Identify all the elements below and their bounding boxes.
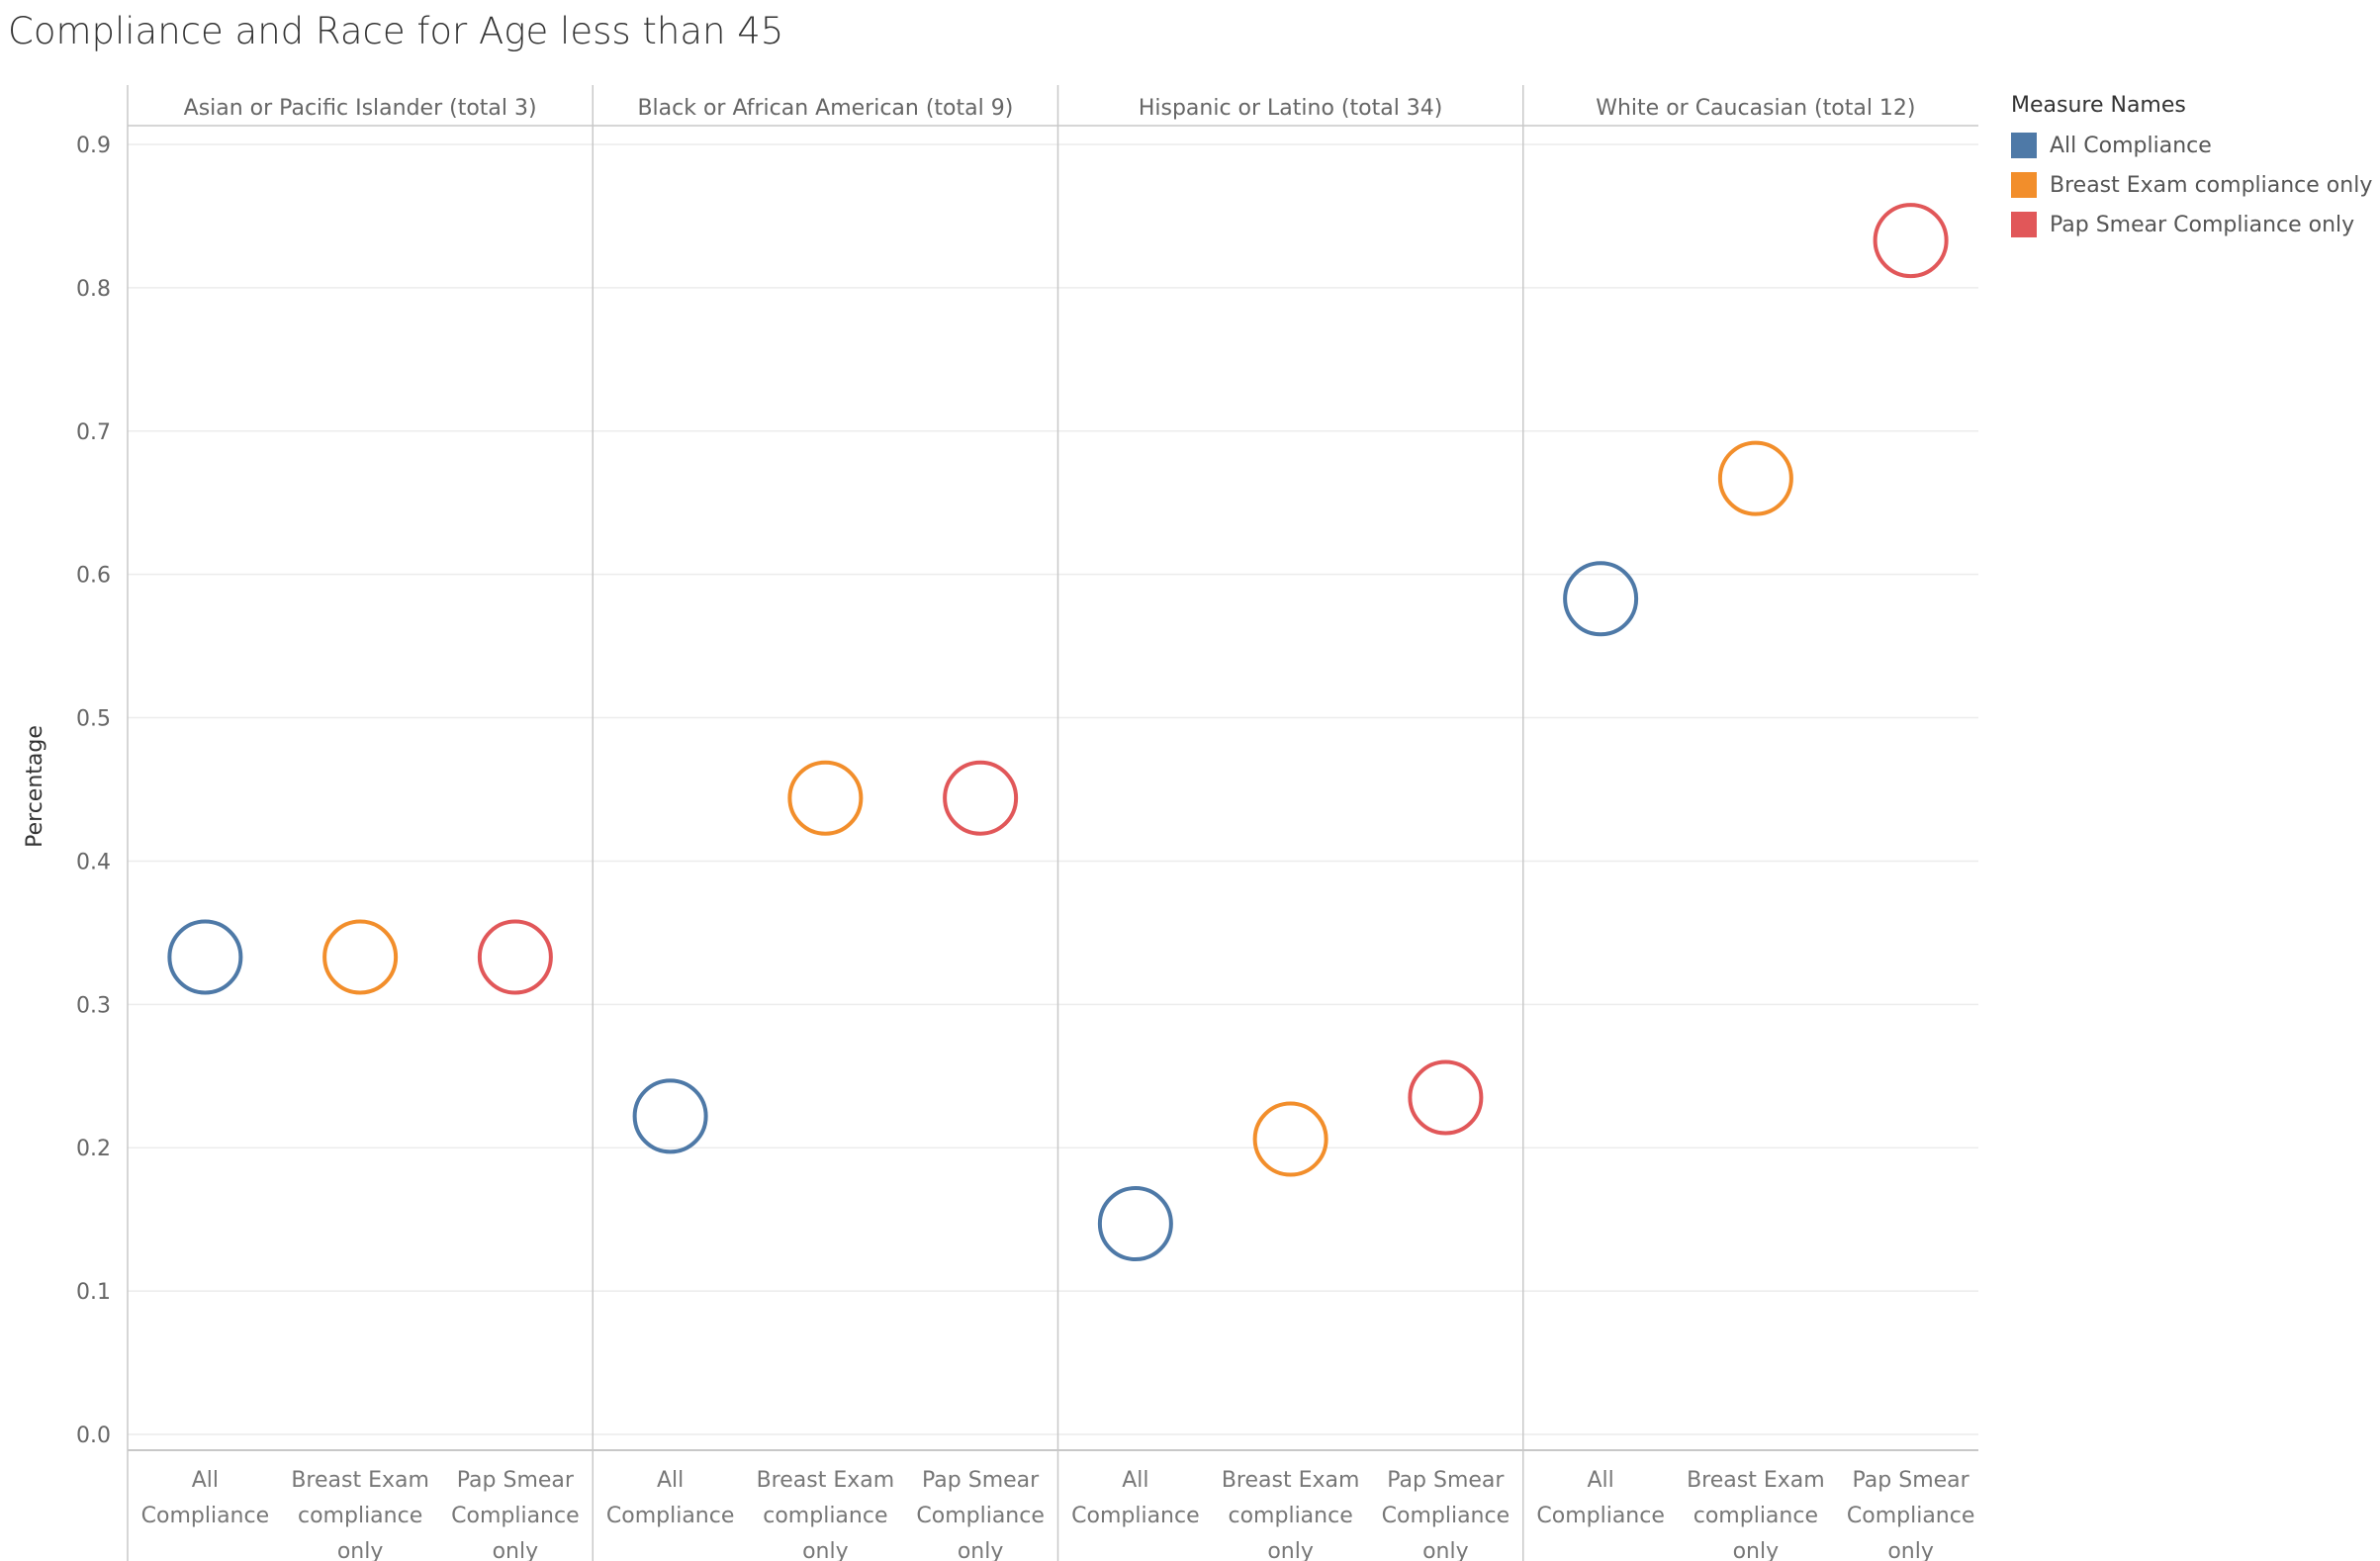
data-point [322,919,399,995]
legend-swatch-pap-smear [2011,212,2037,237]
data-point [632,1078,708,1154]
x-tick-label: only [1267,1539,1314,1561]
data-point [1563,561,1639,637]
x-tick-label: Pap Smear [457,1468,575,1493]
data-point [1717,440,1793,516]
x-tick-label: compliance [1693,1504,1818,1528]
x-tick-label: Compliance [1847,1504,1975,1528]
y-tick-label: 0.5 [76,707,111,732]
x-tick-label: All [657,1468,684,1493]
data-point [787,760,864,836]
x-tick-label: only [337,1539,384,1561]
y-tick-label: 0.4 [76,850,111,874]
x-tick-label: only [958,1539,1004,1561]
x-tick-label: Compliance [1536,1504,1665,1528]
panel-header: Black or African American (total 9) [637,96,1013,121]
x-tick-label: Breast Exam [1222,1468,1360,1493]
legend: Measure Names All Compliance Breast Exam… [2011,93,2372,244]
y-tick-label: 0.9 [76,134,111,158]
x-tick-label: only [802,1539,849,1561]
chart-title: Compliance and Race for Age less than 45 [8,10,784,52]
panel-header: White or Caucasian (total 12) [1596,96,1915,121]
legend-label: Breast Exam compliance only [2050,172,2373,198]
x-tick-label: Compliance [606,1504,735,1528]
x-tick-label: compliance [1229,1504,1353,1528]
x-tick-label: Pap Smear [1853,1468,1970,1493]
y-tick-label: 0.0 [76,1423,111,1448]
y-axis-title: Percentage [23,725,47,848]
x-tick-label: All [1587,1468,1613,1493]
y-tick-label: 0.7 [76,420,111,445]
y-tick-label: 0.2 [76,1137,111,1161]
x-tick-label: Breast Exam [291,1468,429,1493]
x-tick-label: All [192,1468,219,1493]
data-point [943,760,1019,836]
legend-label: Pap Smear Compliance only [2050,212,2355,237]
x-tick-label: Compliance [1071,1504,1200,1528]
x-tick-label: only [1422,1539,1469,1561]
data-point [1408,1059,1484,1136]
x-tick-label: Breast Exam [1687,1468,1825,1493]
chart-plot: 0.0 0.1 0.2 0.3 0.4 0.5 0.6 0.7 0.8 0.9 Percentage… [23,85,1978,1561]
data-point [477,919,553,995]
data-point [1252,1101,1328,1177]
legend-label: All Compliance [2050,133,2212,158]
panel-header: Asian or Pacific Islander (total 3) [184,96,537,121]
data-point [167,919,243,995]
x-tick-label: Compliance [1382,1504,1510,1528]
legend-item-all-compliance[interactable]: All Compliance [2011,126,2372,165]
x-tick-label: only [493,1539,539,1561]
legend-item-pap-smear[interactable]: Pap Smear Compliance only [2011,205,2372,244]
x-tick-label: All [1122,1468,1148,1493]
legend-item-breast-exam[interactable]: Breast Exam compliance only [2011,165,2372,205]
y-tick-label: 0.6 [76,564,111,589]
y-tick-label: 0.8 [76,277,111,302]
legend-swatch-breast-exam [2011,172,2037,198]
x-tick-label: compliance [298,1504,422,1528]
x-tick-label: compliance [763,1504,887,1528]
x-tick-label: only [1733,1539,1780,1561]
legend-title: Measure Names [2011,93,2186,118]
x-tick-label: Pap Smear [922,1468,1040,1493]
legend-swatch-all-compliance [2011,133,2037,158]
x-tick-label: Breast Exam [757,1468,895,1493]
panel-header: Hispanic or Latino (total 34) [1139,96,1443,121]
x-tick-label: only [1887,1539,1934,1561]
y-tick-label: 0.3 [76,993,111,1018]
x-tick-label: Compliance [141,1504,270,1528]
data-point [1873,203,1949,279]
x-tick-label: Pap Smear [1387,1468,1505,1493]
x-tick-label: Compliance [451,1504,580,1528]
y-tick-label: 0.1 [76,1280,111,1305]
x-tick-label: Compliance [916,1504,1045,1528]
data-point [1097,1186,1173,1262]
